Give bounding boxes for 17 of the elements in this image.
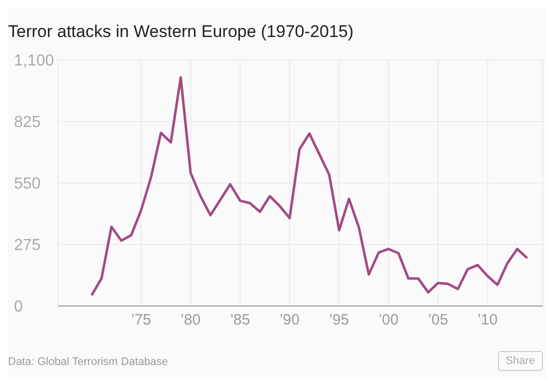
x-tick-label: ’75	[131, 312, 152, 329]
y-tick-label: 275	[14, 237, 41, 254]
x-tick-label: ’80	[180, 312, 201, 329]
x-tick-label: ’00	[378, 312, 399, 329]
y-tick-label: 550	[14, 176, 41, 193]
x-tick-label: ’90	[280, 312, 300, 329]
y-tick-label: 1,100	[14, 52, 54, 70]
x-tick-label: ’85	[230, 312, 250, 329]
x-tick-label: ’10	[478, 312, 498, 329]
y-tick-label: 0	[14, 298, 23, 316]
x-tick-label: ’95	[329, 312, 350, 329]
share-button: Share	[498, 351, 543, 371]
x-tick-label: ’05	[428, 312, 448, 329]
line-series	[90, 76, 528, 297]
y-tick-label: 825	[14, 114, 41, 132]
chart-title: Terror attacks in Western Europe (1970-2015)	[8, 22, 354, 42]
text: Data: Global Terrorism Database	[8, 356, 168, 368]
